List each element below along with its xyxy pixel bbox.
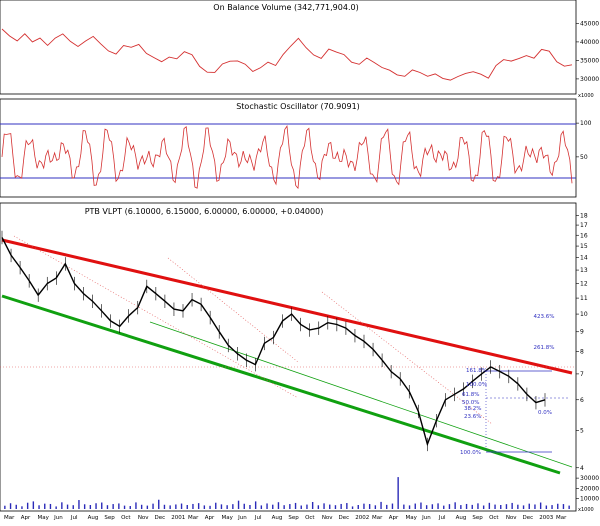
x-axis-label: Aug bbox=[88, 515, 99, 521]
price-title: PTB VLPT (6.10000, 6.15000, 6.00000, 6.0… bbox=[85, 207, 324, 216]
price-tick-label: 16 bbox=[580, 232, 588, 239]
x-axis-label: Jul bbox=[70, 515, 78, 521]
stochastic-tick-label: 100 bbox=[580, 120, 592, 127]
stochastic-tick-label: 50 bbox=[580, 154, 588, 161]
diagonal-guide-1 bbox=[13, 235, 299, 399]
stochastic-y-axis: 50 100 bbox=[576, 120, 592, 161]
obv-line bbox=[1, 28, 573, 81]
x-axis-label: Aug bbox=[456, 515, 467, 521]
stochastic-panel-frame bbox=[0, 98, 577, 198]
price-tick-label: 6 bbox=[580, 397, 584, 404]
price-tick-label: 17 bbox=[580, 222, 588, 229]
x-axis-label: Mar bbox=[4, 515, 15, 521]
price-tick-label: 14 bbox=[580, 255, 588, 262]
obv-tick-label: 30000 bbox=[580, 76, 599, 83]
volume-y-axis: 10000 20000 30000 bbox=[576, 475, 599, 503]
x-axis-label: May bbox=[405, 515, 417, 521]
x-axis-label: Nov bbox=[138, 515, 149, 521]
x-axis-label: Nov bbox=[506, 515, 517, 521]
x-axis-label: 2001 bbox=[171, 515, 185, 521]
obv-panel-frame bbox=[0, 0, 577, 95]
volume-tick-label: 30000 bbox=[580, 475, 599, 482]
stochastic-title: Stochastic Oscillator (70.9091) bbox=[236, 102, 360, 111]
x-axis-label: May bbox=[221, 515, 233, 521]
x-axis-label: Dec bbox=[339, 515, 350, 521]
fibonacci-label: 261.8% bbox=[534, 345, 555, 351]
price-tick-label: 9 bbox=[580, 329, 584, 336]
x-axis-label: Jun bbox=[237, 515, 247, 521]
x-axis-label: Mar bbox=[556, 515, 567, 521]
x-axis-label: Apr bbox=[21, 515, 31, 521]
obv-units-label: x1000 bbox=[578, 93, 594, 99]
fibonacci-label: 23.6% bbox=[464, 414, 481, 420]
x-axis-label: 2002 bbox=[355, 515, 369, 521]
price-tick-label: 18 bbox=[580, 212, 588, 219]
obv-series bbox=[1, 28, 573, 81]
fibonacci-label: 38.2% bbox=[464, 406, 481, 412]
x-axis-labels: Mar Apr May Jun Jul Aug Sep Oct Nov Dec 2001 Mar Apr… bbox=[4, 515, 567, 521]
x-axis-label: Mar bbox=[372, 515, 383, 521]
price-tick-label: 13 bbox=[580, 267, 588, 274]
inner-channel-line bbox=[149, 321, 573, 468]
x-axis-label: Dec bbox=[155, 515, 166, 521]
stochastic-series bbox=[1, 124, 573, 190]
fibonacci-label: 61.8% bbox=[462, 392, 479, 398]
x-axis-label: Oct bbox=[489, 515, 499, 521]
lower-channel-line bbox=[1, 294, 561, 475]
fibonacci-label: 161.8% bbox=[466, 368, 487, 374]
x-axis-label: Mar bbox=[188, 515, 199, 521]
volume-tick-label: 20000 bbox=[580, 485, 599, 492]
price-tick-label: 4 bbox=[580, 465, 584, 472]
price-tick-label: 7 bbox=[580, 371, 584, 378]
price-series bbox=[1, 230, 546, 452]
x-axis-label: 2003 bbox=[539, 515, 553, 521]
fibonacci-label: 0.0% bbox=[538, 410, 552, 416]
price-tick-label: 12 bbox=[580, 281, 588, 288]
obv-tick-label: 40000 bbox=[580, 39, 599, 46]
fibonacci-label: 100.0% bbox=[460, 450, 481, 456]
x-axis-label: Apr bbox=[205, 515, 215, 521]
stochastic-line bbox=[1, 124, 573, 190]
x-axis-label: Apr bbox=[389, 515, 399, 521]
diagonal-guide-2 bbox=[167, 257, 299, 363]
price-tick-label: 11 bbox=[580, 295, 588, 302]
upper-channel-line bbox=[1, 238, 573, 375]
volume-units-label: x1000 bbox=[578, 507, 594, 513]
price-tick-label: 15 bbox=[580, 243, 588, 250]
obv-tick-label: 45000 bbox=[580, 20, 599, 27]
x-axis-label: Jul bbox=[254, 515, 262, 521]
obv-y-axis: 30000 35000 40000 45000 bbox=[576, 20, 599, 83]
volume-tick-label: 10000 bbox=[580, 496, 599, 503]
x-axis-label: Aug bbox=[272, 515, 283, 521]
volume-bars bbox=[4, 477, 570, 509]
x-axis-label: Sep bbox=[288, 515, 299, 521]
fibonacci-label: 50.0% bbox=[462, 400, 479, 406]
price-panel-frame bbox=[0, 202, 577, 512]
x-axis-label: Jun bbox=[53, 515, 63, 521]
fibonacci-labels: 423.6% 261.8% 161.8% 100.0% 61.8% 50.0%38.2% 2… bbox=[460, 314, 554, 456]
x-axis-label: Dec bbox=[523, 515, 534, 521]
x-axis-label: Sep bbox=[104, 515, 115, 521]
obv-tick-label: 35000 bbox=[580, 57, 599, 64]
x-axis-label: Oct bbox=[305, 515, 315, 521]
price-tick-label: 5 bbox=[580, 427, 584, 434]
x-axis-label: Jul bbox=[438, 515, 446, 521]
x-axis-label: Oct bbox=[121, 515, 131, 521]
x-axis-label: Nov bbox=[322, 515, 333, 521]
x-axis-label: Sep bbox=[472, 515, 483, 521]
x-axis-label: Jun bbox=[421, 515, 431, 521]
price-tick-label: 8 bbox=[580, 349, 584, 356]
fibonacci-label: 100.0% bbox=[466, 382, 487, 388]
obv-title: On Balance Volume (342,771,904.0) bbox=[213, 3, 358, 12]
price-tick-label: 10 bbox=[580, 311, 588, 318]
fibonacci-label: 423.6% bbox=[534, 314, 555, 320]
price-y-axis: 4 5 6 7 8 9 10 11 12 13 14 15 16 17 18 bbox=[576, 212, 588, 472]
x-axis-label: May bbox=[37, 515, 49, 521]
